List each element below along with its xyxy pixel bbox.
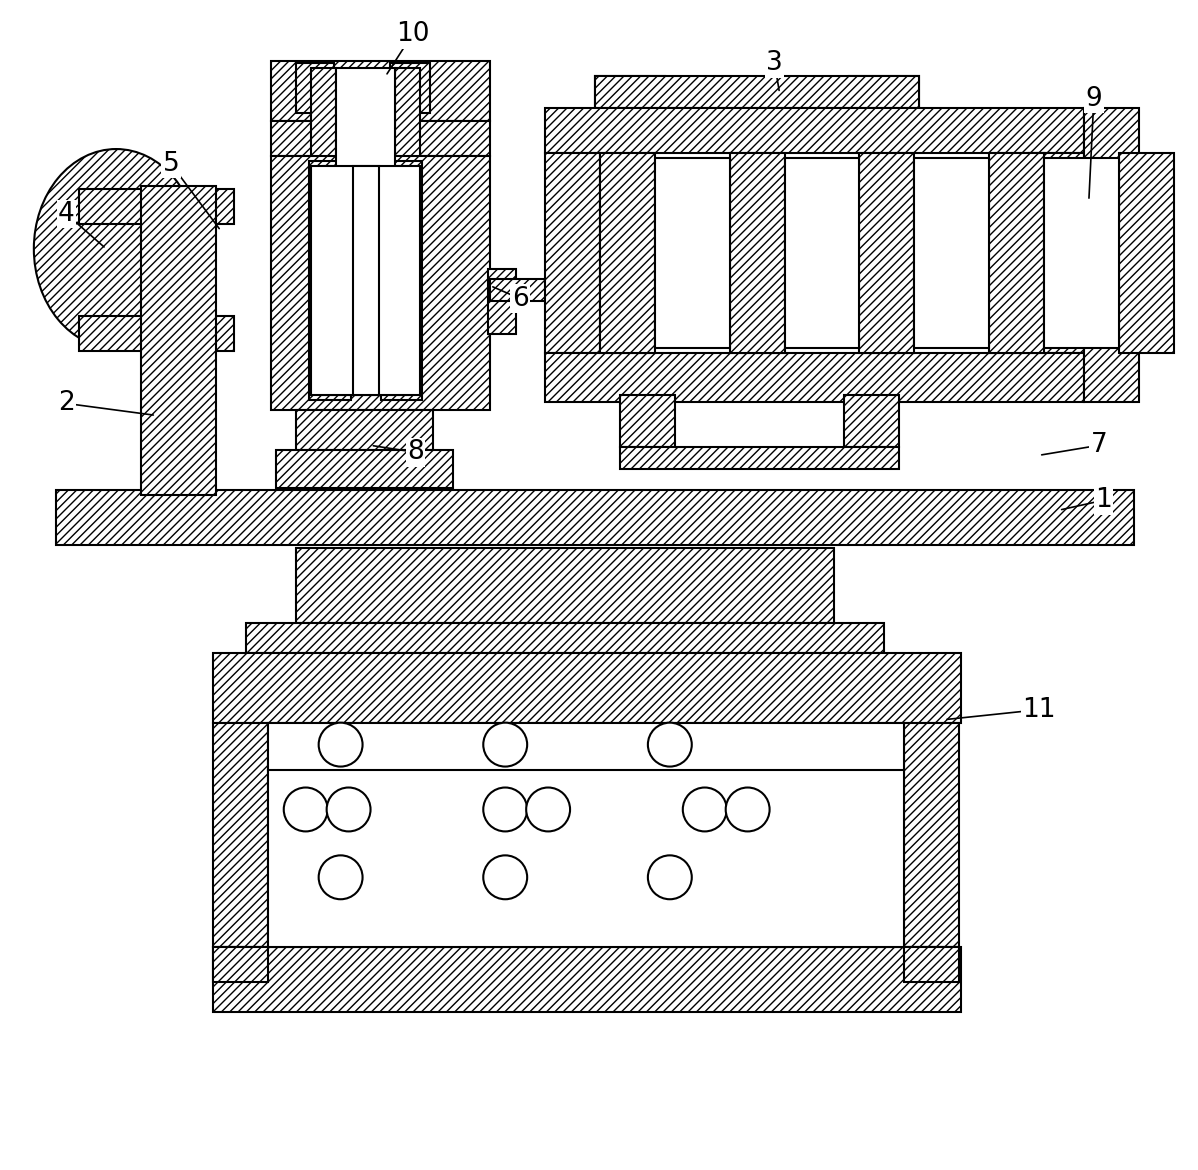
Bar — [545, 108, 1084, 153]
Circle shape — [327, 787, 370, 832]
Text: 5: 5 — [163, 151, 180, 177]
Bar — [246, 622, 884, 653]
Circle shape — [483, 787, 527, 832]
Bar — [268, 723, 904, 948]
Circle shape — [483, 723, 527, 766]
Bar — [600, 153, 655, 352]
Bar — [322, 166, 352, 395]
Bar — [391, 63, 430, 113]
Bar — [545, 352, 1084, 402]
Bar — [141, 186, 216, 495]
Bar — [730, 153, 785, 352]
Bar — [271, 61, 490, 122]
Bar — [381, 161, 423, 400]
Bar — [1043, 158, 1119, 347]
Bar — [914, 158, 990, 347]
Bar — [79, 188, 234, 223]
Bar — [213, 948, 961, 1012]
Bar — [490, 278, 550, 301]
Circle shape — [319, 723, 363, 766]
Bar — [56, 490, 1133, 545]
Bar — [619, 447, 900, 469]
Bar — [271, 122, 490, 156]
Bar — [309, 161, 351, 400]
Bar — [1119, 153, 1174, 352]
Text: 4: 4 — [58, 201, 74, 227]
Text: 7: 7 — [1090, 433, 1107, 459]
Bar — [545, 153, 600, 352]
Ellipse shape — [34, 149, 199, 349]
Text: 2: 2 — [58, 391, 74, 417]
Text: 9: 9 — [1085, 87, 1102, 112]
Text: 1: 1 — [1095, 487, 1112, 514]
Circle shape — [526, 787, 570, 832]
Bar — [904, 948, 960, 982]
Bar — [276, 450, 453, 488]
Bar — [379, 166, 409, 395]
Text: 3: 3 — [767, 50, 783, 76]
Bar — [990, 153, 1043, 352]
Circle shape — [726, 787, 769, 832]
Bar — [1029, 153, 1084, 352]
Bar — [213, 723, 268, 948]
Circle shape — [483, 855, 527, 900]
Bar — [310, 166, 420, 395]
Circle shape — [648, 855, 691, 900]
Bar — [79, 316, 234, 351]
Bar — [213, 653, 961, 723]
Bar — [785, 158, 859, 347]
Bar — [859, 153, 914, 352]
Bar — [310, 68, 335, 168]
Circle shape — [319, 855, 363, 900]
Circle shape — [648, 723, 691, 766]
Bar — [904, 723, 960, 948]
Bar — [213, 948, 268, 982]
Bar — [271, 156, 490, 411]
Bar — [619, 395, 674, 447]
Bar — [489, 269, 516, 333]
Bar — [296, 411, 434, 450]
Bar — [296, 63, 333, 113]
Text: 8: 8 — [407, 439, 424, 466]
Bar — [849, 76, 919, 108]
Circle shape — [284, 787, 327, 832]
Bar — [595, 76, 919, 108]
Text: 11: 11 — [1022, 696, 1055, 723]
Bar — [845, 395, 900, 447]
Bar — [655, 158, 730, 347]
Bar — [1084, 108, 1139, 402]
Circle shape — [683, 787, 727, 832]
Text: 10: 10 — [395, 21, 429, 47]
Bar — [595, 76, 665, 108]
Bar — [335, 68, 395, 168]
Bar — [395, 68, 420, 168]
Bar — [352, 166, 379, 395]
Bar — [296, 548, 835, 622]
Text: 6: 6 — [512, 285, 528, 311]
